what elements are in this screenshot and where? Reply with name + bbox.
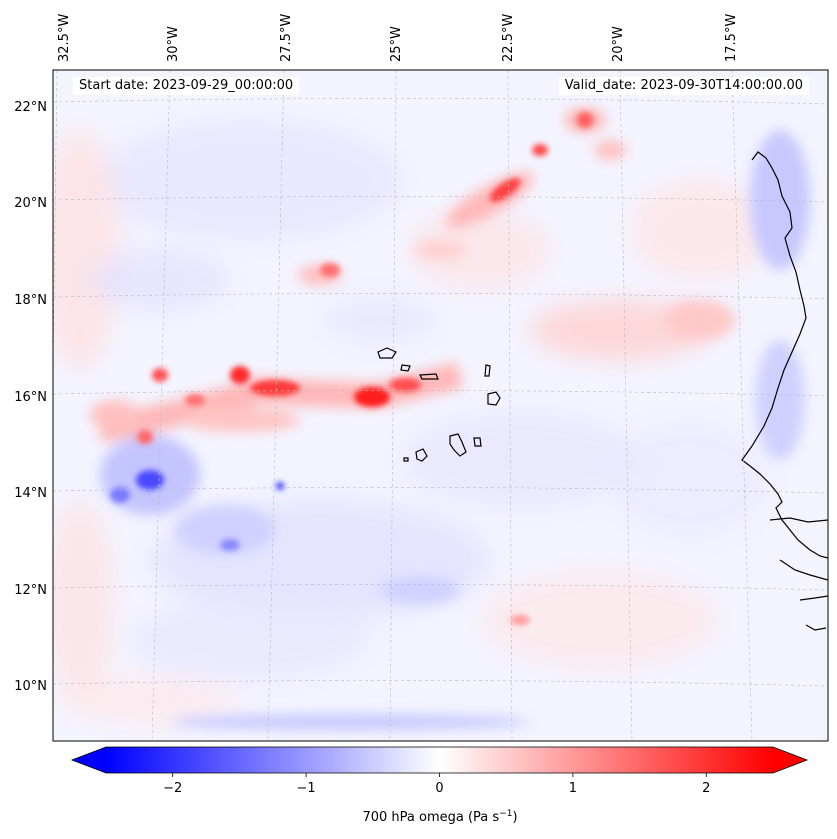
lon-tick-label: 27.5°W [279, 14, 294, 62]
colorbar-tick-label: −1 [297, 781, 316, 796]
colorbar-tick-label: −2 [163, 781, 182, 796]
colorbar-tick-label: 1 [569, 781, 577, 796]
lat-tick-label: 12°N [14, 583, 47, 598]
lon-tick-label: 32.5°W [57, 14, 72, 62]
lat-tick-label: 22°N [14, 100, 47, 115]
lat-tick-label: 18°N [14, 293, 47, 308]
colorbar-outline [70, 746, 809, 774]
lon-tick-label: 17.5°W [724, 14, 739, 62]
start-date-label: Start date: 2023-09-29_00:00:00 [73, 77, 300, 95]
colorbar-extend-left [72, 747, 106, 773]
map-frame [52, 69, 829, 742]
lat-tick-labels: 22°N 20°N 18°N 16°N 14°N 12°N 10°N [14, 100, 47, 694]
lat-tick-label: 10°N [14, 679, 47, 694]
lon-tick-labels: 32.5°W 30°W 27.5°W 25°W 22.5°W 20°W 17.5… [57, 14, 739, 62]
lon-tick-label: 20°W [611, 26, 626, 62]
colorbar-label: 700 hPa omega (Pa s−1) [362, 809, 517, 825]
lon-tick-label: 22.5°W [501, 14, 516, 62]
gridlines [53, 70, 828, 741]
colorbar-ticks [172, 773, 707, 777]
coastline [377, 151, 828, 631]
lat-tick-label: 20°N [14, 196, 47, 211]
lat-tick-label: 16°N [14, 390, 47, 405]
colorbar: −2 −1 0 1 2 700 hPa omega (Pa s−1) [70, 746, 809, 825]
lon-tick-label: 30°W [166, 26, 181, 62]
valid-date-label: Valid_date: 2023-09-30T14:00:00.00 [558, 77, 809, 95]
colorbar-tick-label: 2 [702, 781, 710, 796]
lat-tick-label: 14°N [14, 486, 47, 501]
colorbar-tick-label: 0 [435, 781, 443, 796]
colorbar-tick-labels: −2 −1 0 1 2 [163, 781, 710, 796]
colorbar-extend-right [773, 747, 807, 773]
lon-tick-label: 25°W [389, 26, 404, 62]
colorbar-gradient [106, 747, 773, 773]
omega-field [53, 70, 828, 741]
